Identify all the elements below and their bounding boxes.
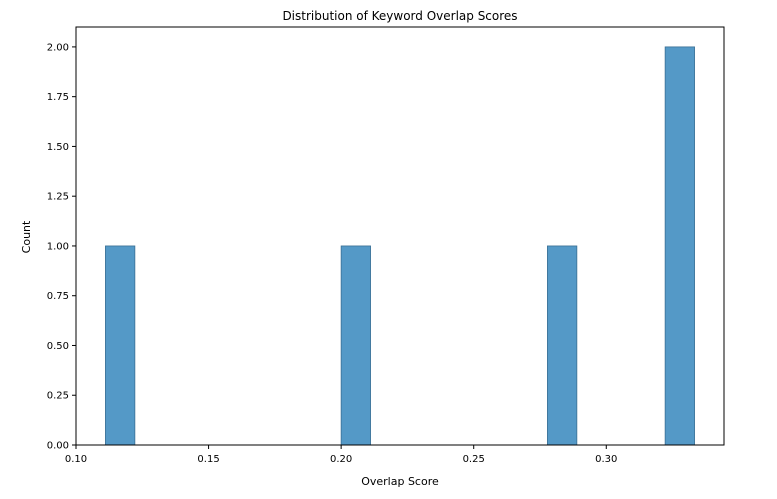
plot-frame — [75, 26, 725, 446]
y-tick-label: 0.25 — [47, 391, 69, 402]
histogram-bar-4 — [664, 46, 695, 446]
x-tick-label: 0.20 — [330, 454, 352, 465]
histogram-bar-1 — [105, 245, 136, 446]
y-tick-label: 0.75 — [47, 291, 69, 302]
histogram-bar-2 — [340, 245, 371, 446]
y-tick-label: 0.00 — [47, 441, 69, 452]
x-tick-label: 0.25 — [463, 454, 485, 465]
histogram-bar-3 — [547, 245, 578, 446]
chart-title: Distribution of Keyword Overlap Scores — [282, 9, 517, 23]
x-tick-label: 0.10 — [65, 454, 87, 465]
y-tick-label: 1.00 — [47, 241, 69, 252]
y-tick-label: 0.50 — [47, 341, 69, 352]
x-axis-label: Overlap Score — [361, 475, 439, 488]
y-tick-label: 1.75 — [47, 92, 69, 103]
axes-group: 0.10 0.15 0.20 0.25 0.30 0.00 0.25 0.50 0.75 1.00… — [47, 26, 725, 465]
x-tick-label: 0.15 — [197, 454, 219, 465]
x-tick-label: 0.30 — [595, 454, 617, 465]
y-tick-label: 1.50 — [47, 142, 69, 153]
bars-group — [105, 46, 695, 446]
y-axis-label: Count — [20, 220, 33, 253]
y-tick-label: 1.25 — [47, 192, 69, 203]
y-tick-label: 2.00 — [47, 42, 69, 53]
